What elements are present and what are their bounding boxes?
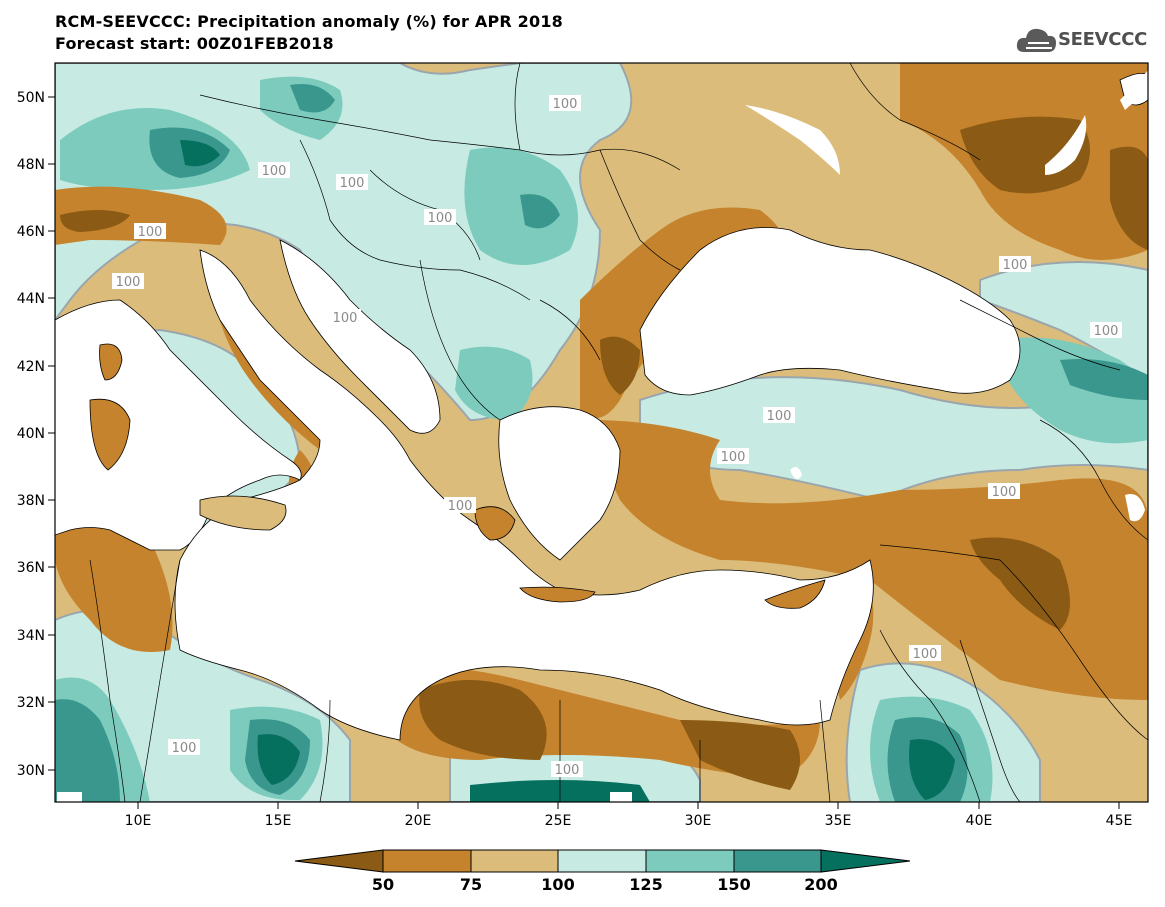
contour-label-bg — [258, 162, 290, 178]
y-tick-label: 30N — [17, 763, 45, 779]
x-axis: 10E 15E 20E 25E 30E 35E 40E 45E — [125, 802, 1133, 829]
y-tick-label: 50N — [17, 90, 45, 106]
x-tick-label: 10E — [125, 813, 152, 829]
colorbar-label: 200 — [804, 875, 837, 894]
cloud-icon — [1016, 28, 1056, 52]
contour-label-bg — [909, 645, 941, 661]
x-tick-label: 15E — [265, 813, 292, 829]
no-data-patch — [57, 70, 1148, 802]
colorbar-arrow-right — [820, 849, 911, 873]
contour-label: 100 — [553, 97, 578, 112]
contour-label: 100 — [448, 499, 473, 514]
contour-label: 100 — [913, 647, 938, 662]
contour-label-bg — [551, 761, 583, 777]
y-tick-label: 32N — [17, 695, 45, 711]
contour-label-bg — [549, 95, 581, 111]
colorbar-label: 150 — [717, 875, 750, 894]
x-tick-label: 25E — [545, 813, 572, 829]
contour-label-bg — [112, 273, 144, 289]
y-tick-label: 46N — [17, 224, 45, 240]
colorbar-arrow-left — [294, 849, 384, 873]
contour-label-bg — [763, 407, 795, 423]
contour-label: 100 — [721, 450, 746, 465]
x-tick-label: 40E — [966, 813, 993, 829]
contour-label: 100 — [262, 164, 287, 179]
contour-labels: 100 100 100 100 100 100 100 100 100 100 100 100 100 1… — [112, 95, 1122, 778]
colorbar: 50 75 100 125 150 200 — [294, 849, 911, 894]
y-tick-label: 42N — [17, 359, 45, 375]
islands — [89, 343, 826, 609]
y-tick-label: 48N — [17, 157, 45, 173]
contour-label-bg — [336, 174, 368, 190]
contour-label-bg — [424, 209, 456, 225]
colorbar-label: 50 — [372, 875, 394, 894]
contour-label-bg — [134, 223, 166, 239]
contour-label-bg — [329, 309, 361, 325]
colorbar-segment — [557, 849, 647, 873]
x-tick-label: 35E — [825, 813, 852, 829]
x-tick-label: 30E — [685, 813, 712, 829]
x-tick-label: 20E — [405, 813, 432, 829]
contour-label-bg — [988, 483, 1020, 499]
y-tick-label: 34N — [17, 628, 45, 644]
contour-label-bg — [717, 448, 749, 464]
colorbar-segment — [645, 849, 735, 873]
colorbar-segment — [470, 849, 559, 873]
contour-label-bg — [1090, 322, 1122, 338]
forecast-start-label: Forecast start: 00Z01FEB2018 — [55, 34, 334, 53]
colorbar-label: 125 — [629, 875, 662, 894]
y-tick-label: 40N — [17, 426, 45, 442]
y-tick-label: 36N — [17, 560, 45, 576]
contour-label-bg — [168, 739, 200, 755]
map-field — [55, 63, 1148, 802]
contour-label: 100 — [428, 211, 453, 226]
contour-label: 100 — [116, 275, 141, 290]
y-axis: 50N 48N 46N 44N 42N 40N 38N 36N 34N 32N 30N — [17, 90, 55, 779]
y-tick-label: 38N — [17, 493, 45, 509]
anomaly-under-50 — [60, 116, 1148, 790]
contour-label: 100 — [340, 176, 365, 191]
contour-label: 100 — [1003, 258, 1028, 273]
logo-text: SEEVCCC — [1058, 29, 1148, 50]
colorbar-segment — [733, 849, 822, 873]
x-tick-label: 45E — [1106, 813, 1133, 829]
contour-label: 100 — [767, 409, 792, 424]
contour-label: 100 — [138, 225, 163, 240]
contour-label: 100 — [333, 311, 358, 326]
map-title: RCM-SEEVCCC: Precipitation anomaly (%) f… — [55, 12, 563, 31]
colorbar-segment — [382, 849, 472, 873]
contour-label: 100 — [1094, 324, 1119, 339]
colorbar-label: 100 — [541, 875, 574, 894]
contour-label-bg — [999, 256, 1031, 272]
contour-label: 100 — [555, 763, 580, 778]
y-tick-label: 44N — [17, 291, 45, 307]
contour-label-bg — [444, 497, 476, 513]
contour-label: 100 — [992, 485, 1017, 500]
country-borders — [89, 63, 1148, 802]
colorbar-label: 75 — [460, 875, 482, 894]
contour-label: 100 — [172, 741, 197, 756]
